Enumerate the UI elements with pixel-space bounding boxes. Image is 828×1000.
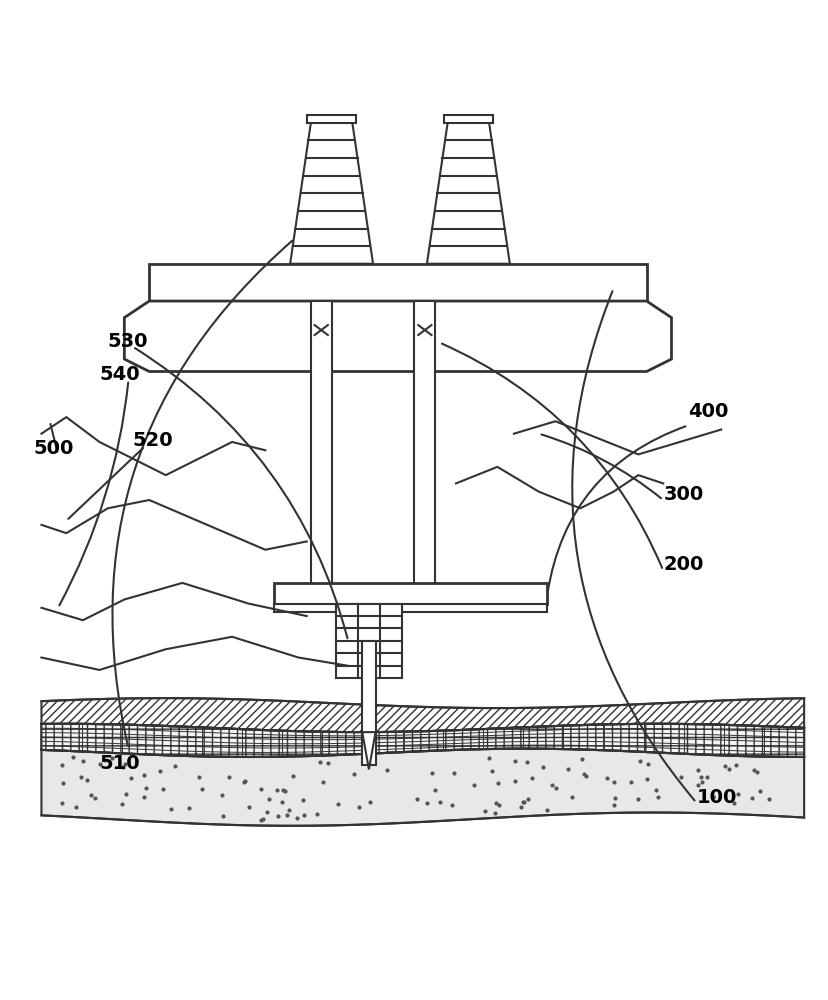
FancyBboxPatch shape (273, 583, 546, 604)
Polygon shape (124, 301, 671, 372)
Polygon shape (41, 698, 803, 732)
Text: 100: 100 (696, 788, 736, 807)
Polygon shape (41, 724, 803, 757)
Text: 200: 200 (662, 555, 703, 574)
Text: 500: 500 (33, 439, 74, 458)
Text: 300: 300 (662, 485, 703, 504)
Polygon shape (41, 749, 803, 826)
Polygon shape (41, 724, 803, 757)
FancyBboxPatch shape (273, 604, 546, 612)
Text: 510: 510 (99, 754, 140, 773)
Text: 520: 520 (132, 431, 173, 450)
Polygon shape (362, 732, 375, 769)
FancyBboxPatch shape (335, 604, 402, 678)
Text: 530: 530 (108, 332, 148, 351)
FancyBboxPatch shape (414, 301, 435, 599)
FancyBboxPatch shape (310, 301, 331, 599)
Text: 400: 400 (687, 402, 728, 421)
Polygon shape (426, 123, 509, 264)
Polygon shape (290, 123, 373, 264)
FancyBboxPatch shape (443, 115, 493, 123)
FancyBboxPatch shape (149, 264, 646, 301)
Bar (362, 641, 375, 765)
FancyBboxPatch shape (306, 115, 356, 123)
Text: 540: 540 (99, 365, 140, 384)
